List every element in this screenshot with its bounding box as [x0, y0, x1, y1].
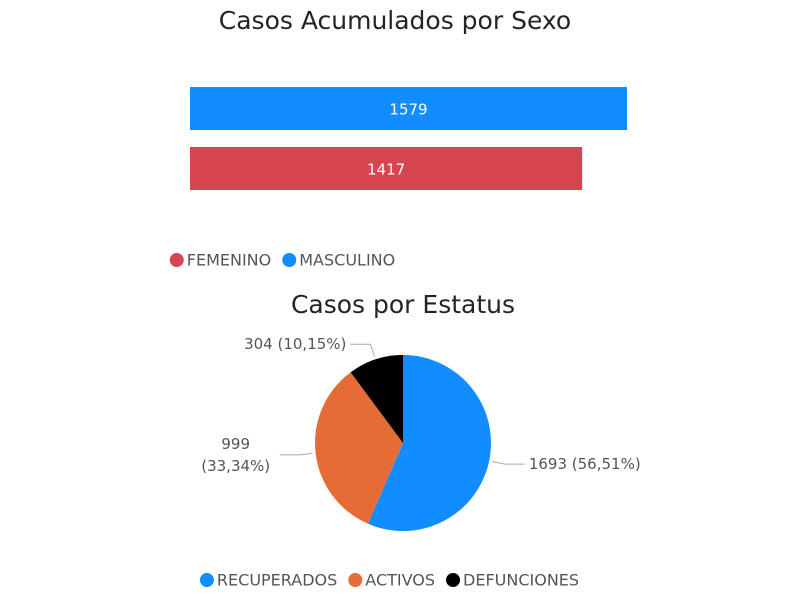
legend-label: RECUPERADOS [217, 571, 337, 590]
bar [190, 147, 583, 190]
pie-data-label: 304 (10,15%) [244, 335, 347, 354]
legend-marker [169, 253, 184, 267]
pie-slice [314, 372, 403, 524]
leader-line [350, 343, 375, 357]
bar [190, 87, 627, 130]
pie-data-label: 1693 (56,51%) [528, 455, 641, 474]
legend-label: DEFUNCIONES [463, 571, 579, 590]
bar-value-label: 1417 [367, 161, 405, 179]
leader-line [279, 452, 313, 456]
leader-line [492, 460, 525, 465]
chart-title: Casos Acumulados por Sexo [219, 6, 571, 35]
legend-marker [348, 573, 363, 587]
legend-marker [199, 573, 214, 587]
pie-slice [368, 355, 491, 531]
legend-marker [282, 253, 297, 267]
chart-title: Casos por Estatus [291, 290, 515, 319]
bar-value-label: 1579 [389, 101, 427, 119]
legend-label: MASCULINO [299, 251, 395, 270]
pie-data-label: 999 (33,34%) [201, 434, 271, 475]
pie-slice [350, 355, 403, 443]
legend-label: FEMENINO [187, 251, 271, 270]
legend-label: ACTIVOS [365, 571, 435, 590]
legend-marker [446, 573, 461, 587]
